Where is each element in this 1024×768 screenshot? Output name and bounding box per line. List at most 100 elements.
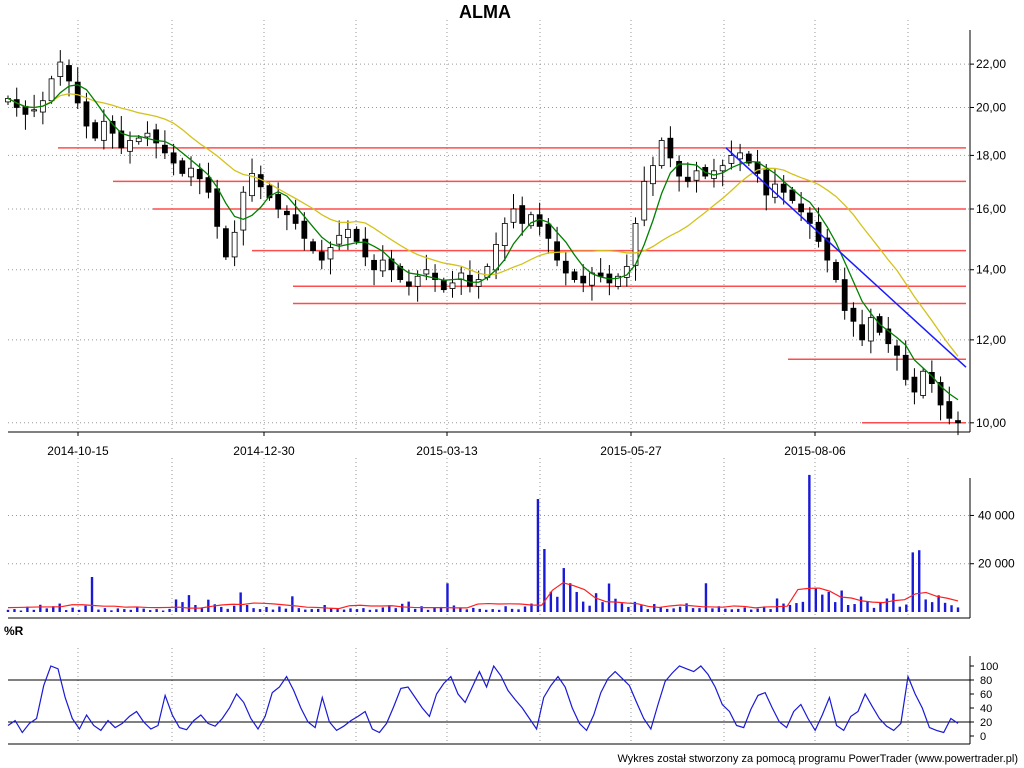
candle-body [789,189,796,201]
candle-body [196,168,203,180]
volume-bar [556,596,559,612]
volume-bar [232,605,236,612]
volume-bar [45,608,48,612]
volume-bar [19,610,23,612]
candle-body [554,241,560,261]
volume-bar [510,608,514,612]
candle-body [798,203,805,213]
volume-bar [943,602,947,612]
volume-bar [872,607,876,612]
volume-bar [808,474,811,612]
y-tick-label: 40 000 [978,508,1015,522]
candle-body [562,260,569,274]
candle-body [48,78,55,102]
volume-bar [97,609,100,612]
y-tick-label: 80 [980,675,992,687]
volume-bar [711,608,714,612]
volume-bar [465,609,469,612]
candle-body [432,272,438,280]
candle-body [937,382,944,406]
candle-body [475,279,482,287]
candle-body [57,61,64,77]
volume-bar [698,608,701,612]
candle-body [684,176,691,182]
candle-body [83,101,90,127]
volume-bar [77,609,81,612]
candle-body [231,231,238,258]
candle-body [501,223,508,246]
y-tick-label: 20 000 [978,557,1015,571]
volume-bar [756,608,759,612]
volume-bar [627,606,630,612]
candle-body [859,324,866,341]
volume-bar [64,610,68,612]
y-tick-label: 40 [980,703,992,715]
volume-bar [388,605,391,612]
volume-bar [665,608,669,612]
candle-body [423,269,430,275]
volume-bar [898,606,902,612]
candle-body [510,208,517,223]
volume-bar [110,610,113,612]
y-tick-label: 20,00 [976,100,1006,114]
volume-bar [297,608,301,612]
candle-body [179,160,186,174]
volume-bar [743,607,746,612]
volume-bar [879,602,882,612]
volume-bar [71,607,74,612]
candle-body [571,271,578,280]
candle-body [467,274,473,287]
volume-bar [827,591,830,612]
volume-bar [859,596,863,612]
y-tick-label: 0 [980,731,986,743]
volume-bar [795,603,798,612]
candle-body [867,317,874,342]
volume-bar [523,606,527,612]
volume-bar [90,577,94,612]
volume-bar [633,601,637,612]
volume-bar [452,605,456,612]
x-tick-label: 2015-05-27 [600,444,662,458]
candle-body [92,122,99,139]
volume-bar [504,606,507,612]
volume-bar [485,609,488,612]
candle-body [824,237,831,261]
volume-bar [937,595,940,612]
candle-body [161,144,168,154]
volume-bar [918,550,921,612]
candle-body [676,160,683,177]
y-tick-label: 10,00 [976,416,1006,430]
volume-bar [885,598,889,612]
volume-bar [478,608,481,612]
volume-bar [394,608,397,612]
volume-bar [653,604,656,612]
volume-bar [530,603,533,612]
volume-bar [853,604,856,612]
volume-bar [491,609,494,612]
candle-body [850,307,857,322]
y-tick-label: 60 [980,689,992,701]
candle-body [780,183,787,193]
candle-body [292,214,299,224]
volume-bar [594,593,598,612]
volume-bar [123,609,126,612]
candle-body [580,275,587,284]
volume-bar [620,603,624,612]
volume-bar [349,608,352,612]
volume-bar [375,609,378,612]
volume-bar [252,608,255,612]
volume-bar [549,591,553,612]
volume-bar [26,606,29,612]
volume-bar [775,598,779,612]
candle-body [493,244,499,271]
volume-bar [517,609,520,612]
volume-bar [801,601,805,612]
candle-body [310,241,316,252]
volume-bar [52,606,55,612]
volume-bar [956,607,960,612]
volume-bar [317,608,320,612]
volume-bar [769,609,772,612]
volume-bar [911,552,914,612]
volume-bar [136,607,139,612]
